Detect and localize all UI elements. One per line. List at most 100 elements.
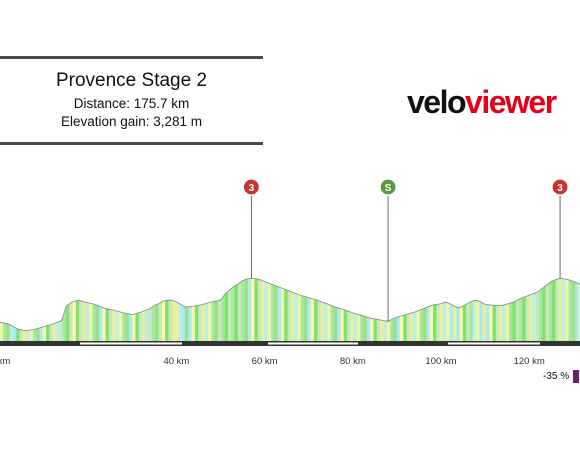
profile-segment: [221, 293, 226, 342]
profile-segment: [386, 319, 391, 342]
profile-segment: [406, 313, 411, 342]
profile-segment: [29, 329, 34, 342]
profile-segment: [571, 280, 576, 342]
profile-segment: [575, 282, 580, 342]
profile-segment: [456, 306, 460, 342]
profile-segment: [360, 314, 365, 342]
profile-segment: [42, 325, 47, 342]
profile-segment: [115, 310, 120, 342]
profile-segment: [155, 303, 159, 342]
profile-segment: [52, 322, 57, 342]
profile-segment: [158, 301, 163, 342]
profile-segment: [204, 302, 209, 342]
profile-segment: [340, 308, 345, 342]
road-dash: [80, 342, 182, 345]
profile-segment: [151, 304, 156, 342]
profile-segment: [46, 324, 50, 342]
profile-segment: [499, 305, 503, 342]
profile-segment: [277, 286, 282, 342]
marker-label: S: [385, 183, 392, 194]
profile-segment: [65, 303, 70, 342]
profile-segment: [92, 303, 97, 342]
profile-segment: [366, 316, 371, 342]
profile-segment: [423, 307, 427, 342]
profile-segment: [323, 302, 328, 342]
profile-segment: [469, 300, 474, 342]
profile-segment: [72, 300, 77, 342]
profile-segment: [373, 318, 378, 342]
profile-segment: [310, 298, 315, 342]
profile-segment: [459, 305, 464, 342]
profile-segment: [390, 318, 394, 342]
profile-segment: [529, 293, 533, 342]
profile-segment: [211, 301, 216, 342]
climb-category-marker: [551, 178, 569, 196]
stage-elevation-gain: Elevation gain: 3,281 m: [60, 114, 203, 129]
profile-segment: [251, 277, 255, 342]
profile-segment: [168, 300, 173, 342]
profile-segment: [191, 305, 196, 342]
profile-segment: [439, 302, 444, 342]
profile-segment: [538, 287, 543, 342]
profile-segment: [542, 285, 546, 342]
profile-segment: [343, 309, 348, 342]
profile-segment: [535, 290, 540, 342]
profile-segment: [95, 304, 100, 342]
profile-segment: [568, 279, 573, 342]
profile-segment: [304, 296, 308, 342]
profile-segment: [82, 301, 87, 342]
profile-segment: [314, 298, 318, 342]
profile-segment: [290, 291, 295, 342]
profile-segment: [509, 301, 513, 342]
profile-segment: [148, 306, 153, 342]
profile-segment: [429, 304, 434, 342]
profile-segment: [201, 303, 206, 342]
profile-segment: [317, 299, 322, 342]
profile-segment: [522, 296, 527, 342]
x-tick-label: 80 km: [340, 356, 366, 367]
profile-segment: [426, 305, 431, 342]
profile-segment: [449, 303, 454, 342]
legend-swatch: [573, 370, 580, 383]
profile-segment: [145, 308, 150, 342]
profile-segment: [185, 306, 189, 342]
profile-segment: [552, 279, 556, 342]
x-tick-label: 60 km: [252, 356, 278, 367]
profile-segment: [565, 278, 570, 342]
profile-segment: [108, 309, 113, 342]
profile-segment: [446, 302, 451, 342]
profile-segment: [505, 303, 510, 342]
profile-segment: [56, 321, 60, 342]
profile-segment: [231, 285, 236, 342]
profile-segment: [19, 329, 24, 342]
profile-segment: [519, 297, 523, 342]
profile-segment: [462, 303, 467, 342]
profile-segment: [79, 299, 83, 342]
x-tick-label: 100 km: [425, 356, 456, 367]
profile-segment: [489, 304, 494, 342]
profile-segment: [287, 290, 292, 342]
profile-segment: [380, 319, 384, 342]
profile-segment: [181, 304, 186, 342]
profile-segment: [39, 326, 44, 342]
profile-segment: [125, 313, 130, 342]
stage-title-box: Provence Stage 2 Distance: 175.7 km Elev…: [0, 56, 263, 145]
profile-segment: [171, 299, 176, 342]
profile-segment: [188, 306, 193, 342]
title-bottom-rule: [0, 142, 263, 145]
profile-segment: [376, 319, 381, 342]
profile-segment: [350, 311, 355, 342]
profile-segment: [413, 310, 417, 342]
title-top-rule: [0, 56, 263, 59]
profile-segment: [161, 300, 166, 342]
profile-segment: [6, 323, 11, 342]
profile-segment: [99, 305, 103, 342]
profile-segment: [85, 302, 90, 342]
profile-segment: [274, 285, 279, 342]
profile-segment: [89, 302, 93, 342]
profile-segment: [9, 324, 14, 342]
profile-segment: [403, 314, 408, 342]
stage-title: Provence Stage 2: [55, 70, 208, 91]
profile-segment: [135, 312, 140, 342]
profile-segment: [0, 322, 4, 342]
